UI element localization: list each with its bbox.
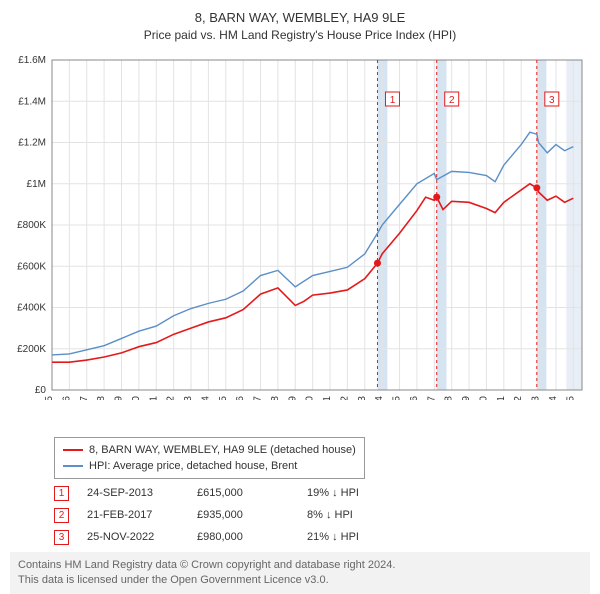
legend-item: 8, BARN WAY, WEMBLEY, HA9 9LE (detached … bbox=[63, 442, 356, 458]
svg-text:£800K: £800K bbox=[17, 220, 46, 231]
svg-text:2021: 2021 bbox=[496, 396, 507, 400]
svg-text:1: 1 bbox=[390, 95, 396, 106]
svg-text:2015: 2015 bbox=[392, 396, 403, 400]
svg-text:2017: 2017 bbox=[426, 396, 437, 400]
svg-text:2006: 2006 bbox=[235, 396, 246, 400]
marker-hpi-diff: 19% ↓ HPI bbox=[307, 487, 447, 499]
svg-text:2009: 2009 bbox=[287, 396, 298, 400]
marker-hpi-diff: 8% ↓ HPI bbox=[307, 509, 447, 521]
svg-text:2020: 2020 bbox=[478, 396, 489, 400]
marker-row: 3 25-NOV-2022£980,00021% ↓ HPI bbox=[54, 526, 447, 548]
svg-text:£0: £0 bbox=[35, 385, 47, 396]
svg-text:1997: 1997 bbox=[79, 396, 90, 400]
data-attribution-footer: Contains HM Land Registry data © Crown c… bbox=[10, 552, 590, 594]
sale-markers-table: 1 24-SEP-2013£615,00019% ↓ HPI 2 21-FEB-201… bbox=[54, 482, 447, 548]
chart-container: 8, BARN WAY, WEMBLEY, HA9 9LE Price paid… bbox=[0, 0, 600, 590]
svg-text:2001: 2001 bbox=[148, 396, 159, 400]
svg-text:2000: 2000 bbox=[131, 396, 142, 400]
svg-text:2007: 2007 bbox=[253, 396, 264, 400]
marker-date: 21-FEB-2017 bbox=[87, 509, 197, 521]
svg-text:2014: 2014 bbox=[374, 396, 385, 400]
marker-row: 2 21-FEB-2017£935,0008% ↓ HPI bbox=[54, 504, 447, 526]
svg-text:2019: 2019 bbox=[461, 396, 472, 400]
svg-text:2003: 2003 bbox=[183, 396, 194, 400]
legend-item: HPI: Average price, detached house, Bren… bbox=[63, 458, 356, 474]
svg-text:1996: 1996 bbox=[61, 396, 72, 400]
marker-date: 25-NOV-2022 bbox=[87, 531, 197, 543]
svg-text:2011: 2011 bbox=[322, 396, 333, 400]
svg-text:2025: 2025 bbox=[565, 396, 576, 400]
svg-text:2004: 2004 bbox=[200, 396, 211, 400]
svg-text:1995: 1995 bbox=[44, 396, 55, 400]
marker-date: 24-SEP-2013 bbox=[87, 487, 197, 499]
svg-text:2: 2 bbox=[449, 95, 455, 106]
svg-text:2016: 2016 bbox=[409, 396, 420, 400]
svg-text:2012: 2012 bbox=[339, 396, 350, 400]
svg-text:2018: 2018 bbox=[444, 396, 455, 400]
footer-line-2: This data is licensed under the Open Gov… bbox=[18, 573, 582, 588]
svg-text:2010: 2010 bbox=[305, 396, 316, 400]
svg-text:£200K: £200K bbox=[17, 344, 46, 355]
svg-text:2023: 2023 bbox=[531, 396, 542, 400]
svg-text:2024: 2024 bbox=[548, 396, 559, 400]
svg-text:1998: 1998 bbox=[96, 396, 107, 400]
chart-legend: 8, BARN WAY, WEMBLEY, HA9 9LE (detached … bbox=[54, 437, 365, 479]
svg-text:2022: 2022 bbox=[513, 396, 524, 400]
svg-text:2002: 2002 bbox=[166, 396, 177, 400]
legend-label: 8, BARN WAY, WEMBLEY, HA9 9LE (detached … bbox=[89, 444, 356, 456]
legend-swatch bbox=[63, 465, 83, 467]
svg-text:£1.4M: £1.4M bbox=[18, 96, 46, 107]
marker-price: £615,000 bbox=[197, 487, 307, 499]
svg-text:£1.2M: £1.2M bbox=[18, 138, 46, 149]
svg-text:2008: 2008 bbox=[270, 396, 281, 400]
svg-text:2013: 2013 bbox=[357, 396, 368, 400]
footer-line-1: Contains HM Land Registry data © Crown c… bbox=[18, 558, 582, 573]
svg-text:1999: 1999 bbox=[114, 396, 125, 400]
svg-text:£400K: £400K bbox=[17, 303, 46, 314]
svg-text:3: 3 bbox=[549, 95, 555, 106]
marker-index-box: 1 bbox=[54, 486, 69, 501]
chart-plot: £0 £200K £400K £600K £800K £1M £1.2M £1.4M £1.6M… bbox=[0, 0, 600, 400]
legend-swatch bbox=[63, 449, 83, 451]
svg-text:£600K: £600K bbox=[17, 261, 46, 272]
marker-price: £980,000 bbox=[197, 531, 307, 543]
svg-text:2005: 2005 bbox=[218, 396, 229, 400]
marker-price: £935,000 bbox=[197, 509, 307, 521]
svg-text:£1M: £1M bbox=[27, 179, 46, 190]
marker-hpi-diff: 21% ↓ HPI bbox=[307, 531, 447, 543]
svg-text:£1.6M: £1.6M bbox=[18, 55, 46, 66]
marker-index-box: 3 bbox=[54, 530, 69, 545]
legend-label: HPI: Average price, detached house, Bren… bbox=[89, 460, 297, 472]
marker-index-box: 2 bbox=[54, 508, 69, 523]
marker-row: 1 24-SEP-2013£615,00019% ↓ HPI bbox=[54, 482, 447, 504]
